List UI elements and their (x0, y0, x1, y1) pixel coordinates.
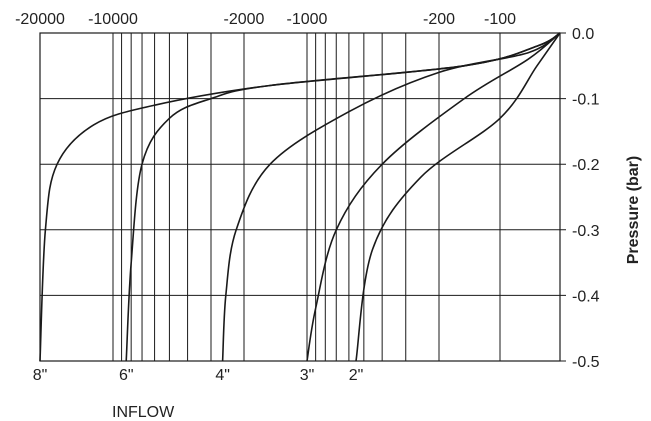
y-tick-label: -0.3 (572, 223, 600, 240)
plot-frame (39, 32, 566, 362)
x-tick-label: -20000 (15, 11, 65, 28)
x-tick-label: -1000 (287, 11, 328, 28)
x-tick-label: -100 (484, 11, 516, 28)
series-line (355, 32, 561, 362)
y-axis-label: Pressure (bar) (625, 156, 642, 265)
x-tick-label: -2000 (224, 11, 265, 28)
y-tick-labels: 0.0 -0.1 -0.2 -0.3 -0.4 -0.5 (572, 26, 600, 371)
x-axis-label: INFLOW (112, 404, 175, 421)
y-tick-label: -0.5 (572, 354, 600, 371)
plot-border (39, 32, 561, 362)
series-line (221, 32, 561, 362)
series-label: 4" (215, 367, 230, 384)
grid-lines (40, 33, 566, 361)
series-label: 3" (300, 367, 315, 384)
series-lines (39, 32, 561, 362)
x-tick-label: -10000 (88, 11, 138, 28)
series-label: 6" (119, 367, 134, 384)
y-tick-label: -0.2 (572, 157, 600, 174)
series-label: 2" (349, 367, 364, 384)
x-tick-labels: -20000 -10000 -2000 -1000 -200 -100 (15, 11, 516, 28)
x-tick-label: -200 (423, 11, 455, 28)
y-tick-label: -0.1 (572, 92, 600, 109)
series-line (125, 32, 561, 362)
series-label: 8" (33, 367, 48, 384)
series-labels: 8" 6" 4" 3" 2" (33, 367, 364, 384)
y-tick-label: 0.0 (572, 26, 594, 43)
series-line (306, 32, 561, 362)
y-tick-label: -0.4 (572, 288, 600, 305)
